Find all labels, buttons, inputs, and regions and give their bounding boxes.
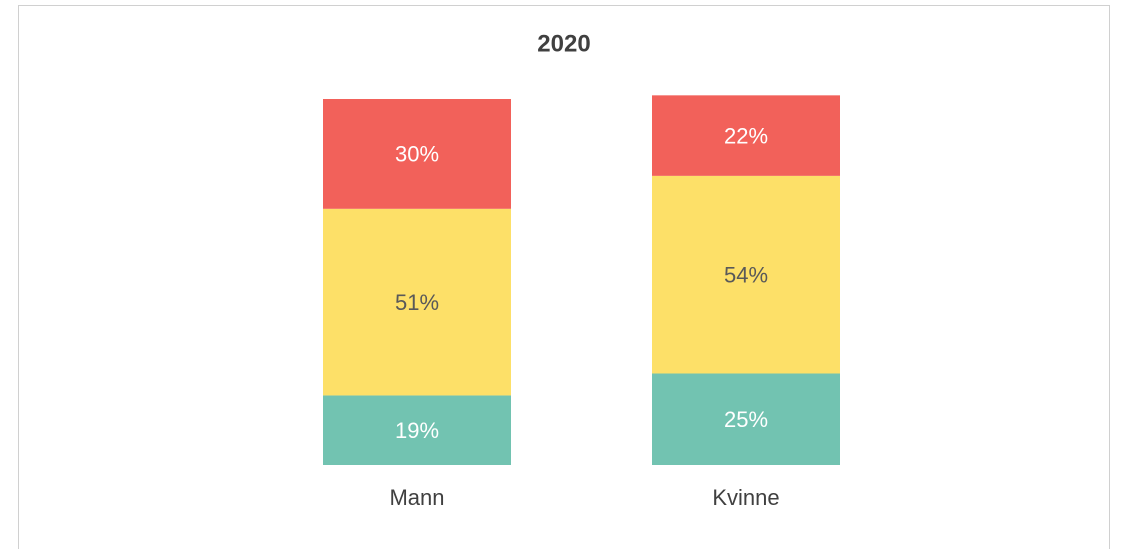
- bar-segment: [652, 373, 840, 465]
- bar-segment: [323, 208, 511, 396]
- chart-title: 2020: [537, 30, 590, 57]
- bar-segment: [652, 175, 840, 374]
- value-label: 54%: [724, 262, 768, 287]
- value-label: 30%: [395, 142, 439, 167]
- bar-segment: [652, 95, 840, 176]
- x-tick-label: Kvinne: [712, 485, 779, 510]
- bar-segment: [323, 395, 511, 465]
- value-label: 19%: [395, 418, 439, 443]
- bar-segment: [323, 99, 511, 209]
- value-label: 22%: [724, 123, 768, 148]
- x-tick-label: Mann: [389, 485, 444, 510]
- value-label: 51%: [395, 290, 439, 315]
- chart-border: [18, 5, 1110, 549]
- value-label: 25%: [724, 407, 768, 432]
